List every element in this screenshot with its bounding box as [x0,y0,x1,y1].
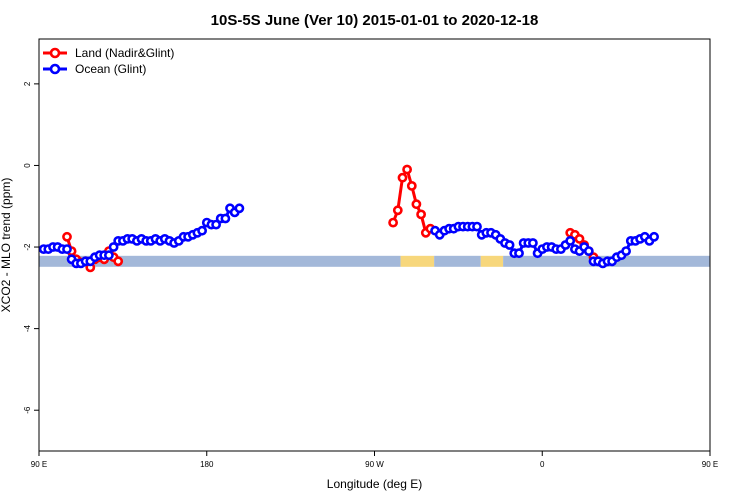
ocean-series-point [528,238,538,248]
land-series-point [397,172,408,183]
legend-land-marker [49,47,61,59]
surface-bar-ocean-3 [434,255,481,267]
surface-bar-land-4 [480,255,504,267]
ocean-series-point [108,242,119,252]
land-series-point [62,231,72,242]
x-tick-label: 180 [200,460,214,469]
x-tick-label: 90 W [365,460,384,469]
legend-ocean-marker [49,63,61,75]
ocean-series-point [211,219,221,230]
x-tick-label: 90 E [31,460,47,469]
surface-bar-ocean-1 [113,255,401,267]
y-tick-label: -6 [23,406,32,414]
land-series-point [392,205,403,216]
land-series-point [416,209,426,220]
ocean-series-point [220,213,231,224]
land-series-point [388,217,398,228]
y-tick-label: -4 [23,325,32,333]
ocean-series-point [62,244,72,254]
ocean-series-point [649,231,659,242]
ocean-series-point [234,203,245,214]
land-series-point [411,199,422,210]
land-series-point [113,256,124,267]
series-group [39,164,750,273]
y-tick-label: 0 [23,163,32,168]
legend-land-label: Land (Nadir&Glint) [75,46,174,60]
ocean-series-point [472,221,482,232]
y-axis-label: XCO2 - MLO trend (ppm) [0,178,13,313]
x-tick-label: 90 E [702,460,718,469]
ocean-series-point [621,246,631,256]
plot-frame [38,38,711,452]
surface-bar-land-2 [400,255,435,267]
y-tick-label: -2 [23,243,32,251]
chart-title: 10S-5S June (Ver 10) 2015-01-01 to 2020-… [211,12,539,29]
ocean-series-point [583,246,594,256]
land-series-point [574,233,585,244]
ocean-series-point [104,250,114,261]
x-tick-label: 0 [540,460,545,469]
y-tick-label: 2 [23,81,32,86]
legend-ocean-label: Ocean (Glint) [75,62,146,76]
ocean-series-point [504,240,515,250]
land-series-point [744,233,750,240]
ocean-series-point [565,235,576,246]
land-series-point [402,164,412,175]
ocean-series-point [197,225,207,236]
land-series-point [406,180,417,191]
x-axis-label: Longitude (deg E) [327,477,422,491]
ocean-series-point [514,248,524,259]
